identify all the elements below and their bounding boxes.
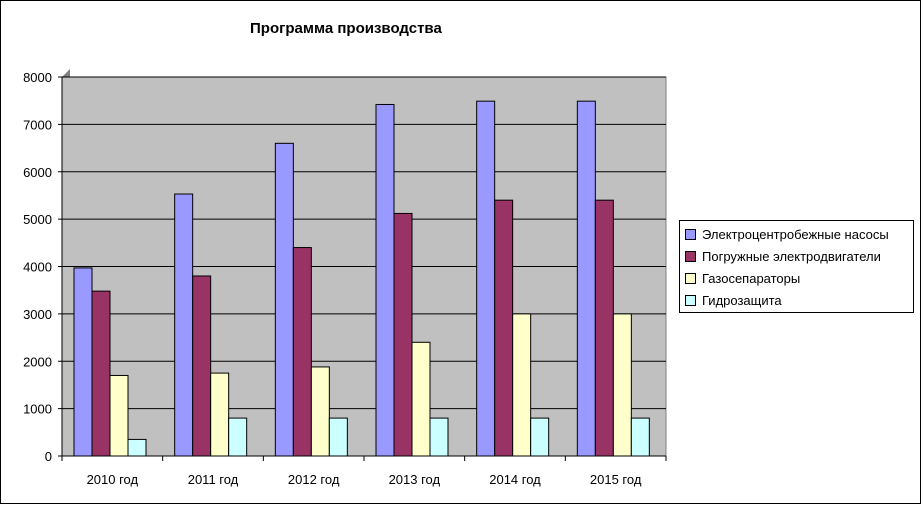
bar-s1-c5 — [594, 199, 614, 457]
bar-s2-c5 — [612, 313, 632, 457]
bar-s1-c3 — [393, 212, 413, 457]
legend-item-2: Газосепараторы — [685, 270, 800, 286]
bar-s0-c1 — [174, 193, 194, 457]
bar-s1-c2 — [292, 247, 312, 457]
legend-label-0: Электроцентробежные насосы — [702, 226, 889, 242]
y-tick-label-5: 5000 — [23, 212, 52, 227]
y-tick-label-1: 1000 — [23, 402, 52, 417]
bar-s0-c3 — [375, 103, 395, 457]
legend-label-1: Погружные электродвигатели — [702, 248, 881, 264]
bar-s0-c4 — [476, 100, 496, 457]
bar-s2-c3 — [411, 341, 431, 457]
y-tick-label-7: 7000 — [23, 117, 52, 132]
bar-s2-c4 — [512, 313, 532, 457]
legend-item-0: Электроцентробежные насосы — [685, 226, 889, 242]
legend-swatch-2 — [685, 272, 696, 284]
bar-s3-c2 — [328, 417, 348, 457]
bar-s0-c0 — [73, 267, 93, 457]
bar-s1-c4 — [494, 199, 514, 457]
bar-s3-c4 — [530, 417, 550, 457]
bar-s2-c2 — [310, 366, 330, 457]
bar-s1-c0 — [91, 290, 111, 457]
bar-s3-c5 — [630, 417, 650, 457]
bar-s2-c0 — [109, 374, 129, 457]
legend-swatch-0 — [685, 228, 696, 240]
x-tick-label-5: 2015 год — [590, 472, 642, 487]
y-tick-label-2: 2000 — [23, 354, 52, 369]
y-tick-label-3: 3000 — [23, 307, 52, 322]
x-tick-label-1: 2011 год — [188, 472, 239, 487]
bar-s0-c2 — [274, 142, 294, 457]
legend-swatch-1 — [685, 250, 696, 262]
legend-label-3: Гидрозащита — [702, 292, 782, 308]
bar-s0-c5 — [576, 100, 596, 457]
y-tick-label-0: 0 — [45, 449, 52, 464]
x-tick-label-2: 2012 год — [288, 472, 340, 487]
legend-item-3: Гидрозащита — [685, 292, 782, 308]
x-tick-label-0: 2010 год — [87, 472, 139, 487]
legend-swatch-3 — [685, 294, 696, 306]
bar-s3-c1 — [228, 417, 248, 457]
bar-s2-c1 — [210, 372, 230, 457]
y-tick-label-4: 4000 — [23, 260, 52, 275]
bar-s3-c3 — [429, 417, 449, 457]
y-tick-label-8: 8000 — [23, 70, 52, 85]
bar-s1-c1 — [192, 275, 212, 457]
bar-s3-c0 — [127, 438, 147, 457]
legend-item-1: Погружные электродвигатели — [685, 248, 881, 264]
x-tick-label-4: 2014 год — [489, 472, 541, 487]
chart-legend: Электроцентробежные насосы Погружные элек… — [679, 220, 914, 313]
y-tick-label-6: 6000 — [23, 165, 52, 180]
chart-title: Программа производства — [250, 20, 442, 37]
x-tick-label-3: 2013 год — [389, 472, 441, 487]
legend-label-2: Газосепараторы — [702, 270, 801, 286]
